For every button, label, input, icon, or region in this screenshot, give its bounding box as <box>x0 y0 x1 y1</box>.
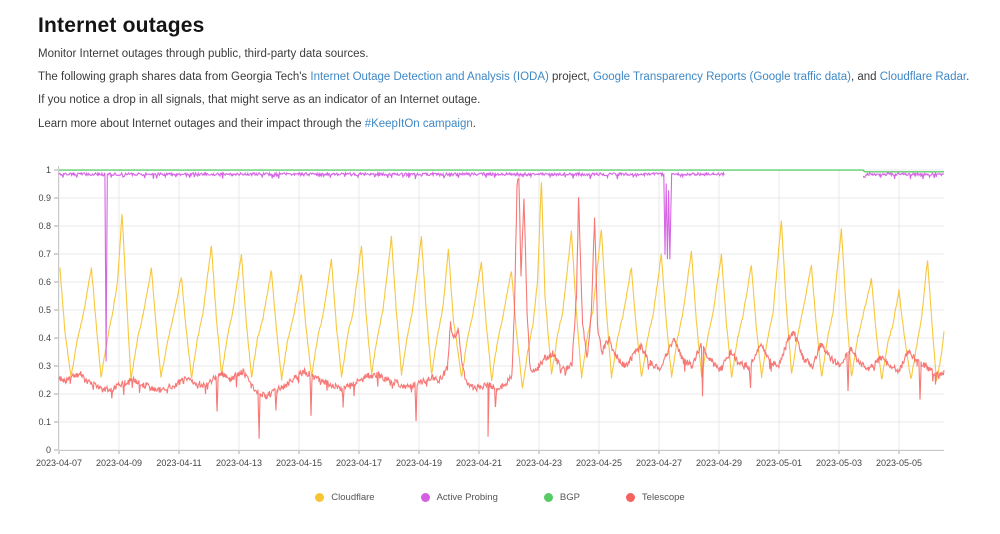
x-tick-label: 2023-04-17 <box>336 458 382 468</box>
legend-label: Cloudflare <box>331 492 375 503</box>
y-tick-label: 0.4 <box>38 333 51 343</box>
x-tick-label: 2023-04-13 <box>216 458 262 468</box>
y-tick-label: 0.5 <box>38 305 51 315</box>
series-active-probing <box>863 171 945 180</box>
series-cloudflare <box>59 182 945 389</box>
legend-item-bgp[interactable]: BGP <box>543 492 580 503</box>
keepiton-link[interactable]: #KeepItOn campaign <box>364 117 473 130</box>
x-tick-label: 2023-04-29 <box>696 458 742 468</box>
paragraph-text: . <box>472 117 476 130</box>
legend-item-cloudflare[interactable]: Cloudflare <box>315 492 375 503</box>
cloudflare-radar-link[interactable]: Cloudflare Radar <box>879 71 967 84</box>
legend-dot <box>625 493 635 502</box>
y-tick-label: 1 <box>46 165 51 175</box>
legend-item-telescope[interactable]: Telescope <box>625 492 685 503</box>
x-tick-label: 2023-05-05 <box>876 458 922 468</box>
x-tick-label: 2023-04-23 <box>516 458 562 468</box>
x-tick-label: 2023-04-19 <box>396 458 442 468</box>
y-tick-label: 0.9 <box>38 193 51 203</box>
y-tick-label: 0.8 <box>38 221 51 231</box>
x-tick-label: 2023-04-15 <box>276 458 322 468</box>
series-active-probing <box>58 170 725 362</box>
legend-label: Telescope <box>641 492 685 503</box>
x-tick-label: 2023-04-11 <box>156 458 201 468</box>
signals-hint-paragraph: If you notice a drop in all signals, tha… <box>38 94 481 107</box>
ioda-link[interactable]: Internet Outage Detection and Analysis (… <box>310 71 549 84</box>
learn-more-paragraph: Learn more about Internet outages and th… <box>38 118 1000 131</box>
x-tick-label: 2023-05-01 <box>756 458 802 468</box>
paragraph-text: . <box>966 71 970 84</box>
x-tick-label: 2023-04-25 <box>576 458 622 468</box>
x-tick-label: 2023-04-27 <box>636 458 682 468</box>
google-transparency-link[interactable]: Google Transparency Reports (Google traf… <box>592 71 851 84</box>
y-tick-label: 0.7 <box>38 249 51 259</box>
intro-paragraph: Monitor Internet outages through public,… <box>38 48 369 60</box>
sources-paragraph: The following graph shares data from Geo… <box>38 71 1000 84</box>
y-tick-label: 0.1 <box>38 417 51 427</box>
y-tick-label: 0.3 <box>38 361 51 371</box>
x-tick-label: 2023-04-21 <box>456 458 502 468</box>
paragraph-text: The following graph shares data from Geo… <box>38 71 311 84</box>
legend-dot <box>420 493 430 502</box>
legend-item-active-probing[interactable]: Active Probing <box>420 492 498 503</box>
legend-label: BGP <box>559 492 580 503</box>
outages-chart: 2023-04-07 2023-04-09 2023-04-11 2023-04-13… <box>0 156 1000 516</box>
y-tick-label: 0.2 <box>38 389 51 399</box>
chart-legend: Cloudflare Active Probing BGP Telescope <box>0 492 1000 503</box>
chart-canvas[interactable]: 2023-04-07 2023-04-09 2023-04-11 2023-04-13… <box>0 156 1000 486</box>
series-telescope <box>58 177 945 439</box>
x-tick-label: 2023-04-07 <box>36 458 82 468</box>
paragraph-text: Learn more about Internet outages and th… <box>38 117 365 130</box>
x-tick-label: 2023-05-03 <box>816 458 862 468</box>
series-bgp <box>59 169 944 173</box>
paragraph-text: project, <box>548 71 593 84</box>
paragraph-text: , and <box>850 71 880 84</box>
page-title: Internet outages <box>38 14 205 37</box>
legend-dot <box>543 493 553 502</box>
x-tick-label: 2023-04-09 <box>96 458 142 468</box>
y-tick-label: 0.6 <box>38 277 51 287</box>
legend-label: Active Probing <box>436 492 498 503</box>
legend-dot <box>315 493 325 502</box>
y-tick-label: 0 <box>46 445 51 455</box>
